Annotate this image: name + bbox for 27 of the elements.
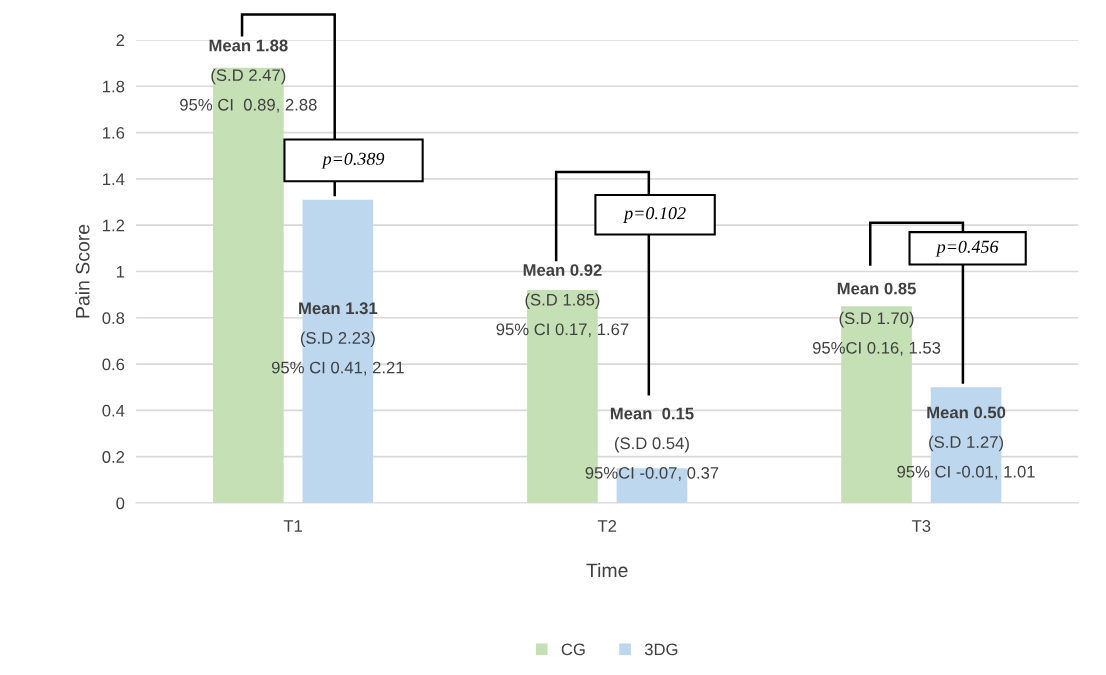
y-tick-label: 0.6 — [102, 358, 125, 371]
annotation: Mean 1.88 (S.D 2.47) 95% CI 0.89, 2.88 — [180, 39, 317, 113]
y-tick-label: 1 — [116, 266, 125, 278]
legend-label: 3DG — [644, 643, 678, 656]
x-tick-label: T2 — [597, 520, 617, 532]
y-tick-label: 0.2 — [102, 451, 125, 463]
legend-label: CG — [561, 643, 585, 656]
y-tick-label: 0.8 — [102, 312, 125, 324]
annotation: p=0.389 — [321, 152, 385, 169]
y-tick-label: 1.6 — [103, 126, 125, 139]
y-tick-label: 0 — [116, 497, 125, 510]
y-tick-label: 1.4 — [103, 173, 125, 185]
annotation: Mean 0.15 (S.D 0.54) 95%CI -0.07, 0.37 — [585, 407, 719, 481]
annotation: Mean 0.50 (S.D 1.27) 95% CI -0.01, 1.01 — [897, 406, 1035, 480]
annotation: Mean 1.31 (S.D 2.23) 95% CI 0.41, 2.21 — [271, 302, 404, 376]
y-tick-label: 2 — [116, 34, 125, 46]
y-tick-label: 0.4 — [102, 404, 125, 417]
annotation: p=0.102 — [623, 207, 686, 223]
annotation: Mean 0.85 (S.D 1.70) 95%CI 0.16, 1.53 — [812, 282, 941, 356]
x-tick-label: T1 — [283, 520, 302, 532]
annotation: p=0.456 — [935, 240, 999, 257]
y-axis-title: Pain Score — [75, 224, 90, 318]
y-tick-label: 1.8 — [103, 80, 125, 93]
x-axis-title: Time — [586, 562, 628, 578]
x-tick-label: T3 — [911, 520, 931, 532]
y-tick-label: 1.2 — [103, 219, 125, 232]
annotation: Mean 0.92 (S.D 1.85) 95% CI 0.17, 1.67 — [496, 264, 629, 338]
